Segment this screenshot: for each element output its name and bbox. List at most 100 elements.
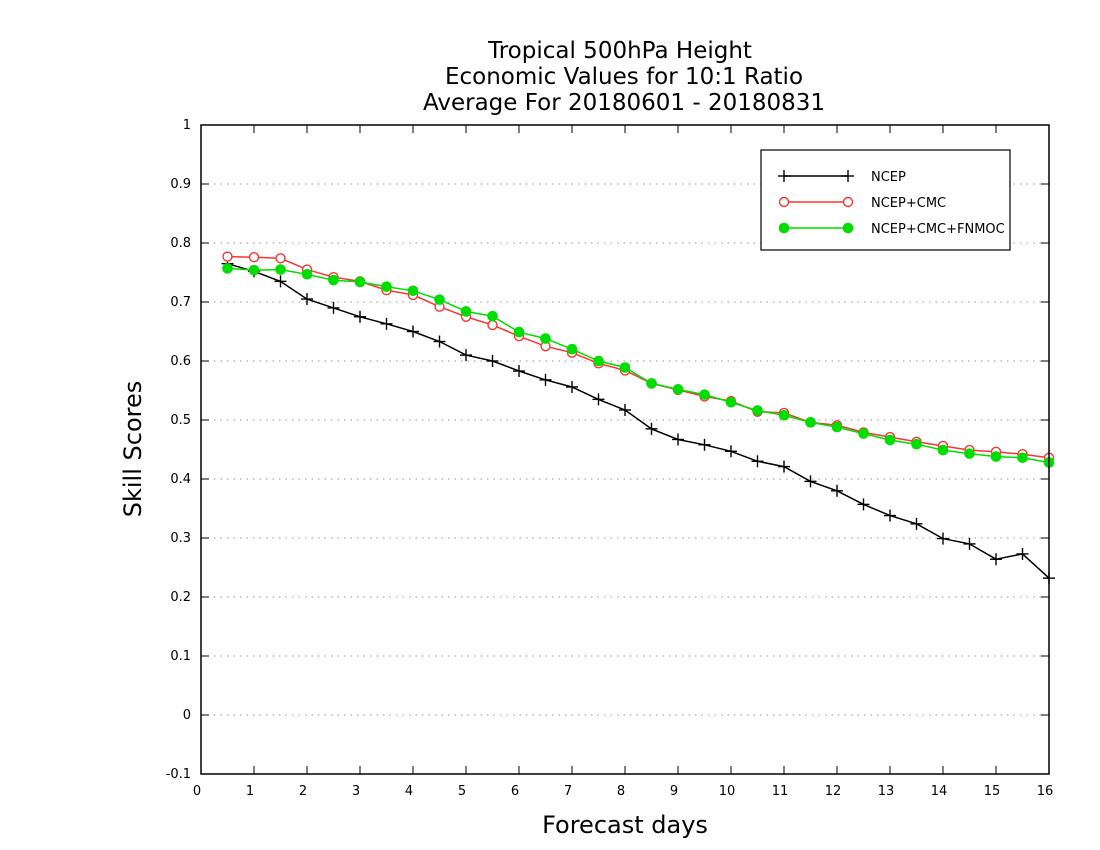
- data-point-ncep-cmc-fnmoc: [434, 294, 445, 305]
- data-point-ncep-cmc-fnmoc: [725, 397, 737, 408]
- data-point-ncep-cmc-fnmoc: [805, 417, 816, 428]
- legend-entry-ncep: NCEP: [778, 170, 906, 185]
- data-point-ncep-cmc-fnmoc: [381, 281, 392, 292]
- legend-label: NCEP+CMC+FNMOC: [871, 222, 1005, 237]
- data-point-ncep-cmc-fnmoc: [222, 263, 233, 274]
- data-point-ncep-cmc-fnmoc: [407, 285, 419, 297]
- data-point-ncep: [857, 498, 870, 511]
- x-tick-label: 1: [246, 784, 254, 799]
- data-point-ncep-cmc-fnmoc: [487, 310, 498, 322]
- x-tick-label: 5: [458, 784, 466, 799]
- data-point-ncep: [751, 455, 764, 468]
- data-point-ncep-cmc-fnmoc: [328, 274, 339, 286]
- data-point-ncep: [645, 422, 658, 435]
- x-tick-label: 15: [984, 784, 1001, 799]
- data-point-ncep: [354, 310, 366, 323]
- data-point-ncep: [804, 475, 817, 488]
- data-point-ncep: [592, 393, 605, 406]
- data-point-ncep: [486, 355, 499, 367]
- data-point-ncep-cmc-fnmoc: [1017, 452, 1028, 464]
- data-point-ncep: [301, 293, 313, 306]
- legend-marker: [842, 196, 854, 208]
- y-tick-label: -0.1: [166, 767, 191, 782]
- y-tick-label: 0.9: [170, 177, 191, 192]
- data-point-ncep-cmc-fnmoc: [884, 434, 896, 446]
- data-point-ncep: [884, 509, 896, 522]
- x-tick-label: 9: [670, 784, 678, 799]
- data-point-ncep-cmc-fnmoc: [275, 264, 286, 275]
- data-point-ncep-cmc-fnmoc: [646, 378, 657, 389]
- legend-box: [760, 149, 1011, 251]
- data-point-ncep: [619, 403, 631, 416]
- y-tick-label: 1: [183, 118, 191, 133]
- data-point-ncep-cmc-fnmoc: [858, 428, 869, 439]
- data-point-ncep-cmc-fnmoc: [752, 405, 763, 416]
- data-point-ncep-cmc-fnmoc: [778, 409, 790, 421]
- x-tick-label: 7: [564, 784, 572, 799]
- axis-ticks: -0.100.10.20.30.40.50.60.70.80.910 1 2 3 4 5 6…: [166, 118, 1054, 799]
- data-point-ncep-cmc-fnmoc: [911, 438, 922, 450]
- data-point-ncep: [327, 301, 340, 314]
- data-point-ncep-cmc-fnmoc: [540, 333, 551, 344]
- data-point-ncep: [990, 553, 1002, 566]
- data-point-ncep: [380, 317, 393, 330]
- series-layer: [221, 251, 1055, 585]
- legend-marker: [842, 170, 854, 182]
- legend-marker: [778, 222, 790, 234]
- y-axis-title: Skill Scores: [119, 381, 147, 518]
- x-tick-label: 8: [617, 784, 625, 799]
- data-point-ncep: [433, 335, 446, 348]
- data-point-ncep-cmc-fnmoc: [460, 306, 472, 317]
- grid-lines: [201, 183, 1049, 716]
- chart-title: Tropical 500hPa Height Economic Values f…: [423, 38, 825, 116]
- data-point-ncep: [831, 484, 843, 497]
- y-tick-label: 0.1: [170, 649, 191, 664]
- x-tick-label: 11: [772, 784, 789, 799]
- data-point-ncep-cmc-fnmoc: [354, 276, 366, 288]
- data-point-ncep-cmc-fnmoc: [513, 326, 525, 338]
- legend: NCEP NCEP+CMC NCEP+CMC+FNMOC: [760, 149, 1011, 251]
- data-point-ncep: [513, 365, 525, 378]
- x-tick-label: 12: [825, 784, 842, 799]
- data-point-ncep: [672, 433, 684, 446]
- data-point-ncep-cmc: [222, 251, 233, 262]
- x-tick-label: 14: [931, 784, 948, 799]
- data-point-ncep-cmc-fnmoc: [566, 343, 578, 355]
- data-point-ncep: [407, 325, 419, 338]
- data-point-ncep-cmc-fnmoc: [937, 444, 949, 456]
- data-point-ncep-cmc-fnmoc: [619, 362, 631, 373]
- chart-title-line-2: Economic Values for 10:1 Ratio: [445, 64, 803, 90]
- data-point-ncep-cmc-fnmoc: [990, 451, 1002, 462]
- data-point-ncep-cmc: [487, 319, 498, 331]
- data-point-ncep: [725, 445, 737, 458]
- series-ncep-cmc-fnmoc: [222, 263, 1055, 468]
- data-point-ncep: [460, 349, 472, 362]
- x-tick-label: 4: [405, 784, 413, 799]
- data-point-ncep: [698, 438, 711, 451]
- y-tick-label: 0.3: [170, 531, 191, 546]
- x-axis-title: Forecast days: [542, 811, 708, 839]
- y-tick-label: 0.2: [170, 590, 191, 605]
- x-tick-label: 3: [352, 784, 360, 799]
- legend-marker: [778, 170, 790, 182]
- y-tick-label: 0.7: [170, 295, 191, 310]
- legend-entry-ncep-cmc-fnmoc: NCEP+CMC+FNMOC: [778, 222, 1005, 237]
- data-point-ncep-cmc-fnmoc: [248, 264, 260, 276]
- y-tick-label: 0.8: [170, 236, 191, 251]
- data-point-ncep-cmc-fnmoc: [964, 448, 975, 459]
- series-line-ncep: [227, 262, 1050, 579]
- data-point-ncep-cmc-fnmoc: [301, 268, 313, 280]
- legend-entry-ncep-cmc: NCEP+CMC: [778, 196, 946, 211]
- data-point-ncep: [566, 380, 578, 393]
- data-point-ncep-cmc-fnmoc: [699, 389, 710, 400]
- x-tick-label: 2: [299, 784, 307, 799]
- data-point-ncep-cmc: [248, 251, 260, 263]
- x-tick-label: 16: [1037, 784, 1054, 799]
- data-point-ncep-cmc: [275, 253, 286, 264]
- data-point-ncep: [963, 537, 976, 550]
- legend-label: NCEP+CMC: [871, 196, 946, 211]
- x-tick-label: 0: [193, 784, 201, 799]
- y-tick-label: 0: [183, 708, 191, 723]
- x-tick-label: 6: [511, 784, 519, 799]
